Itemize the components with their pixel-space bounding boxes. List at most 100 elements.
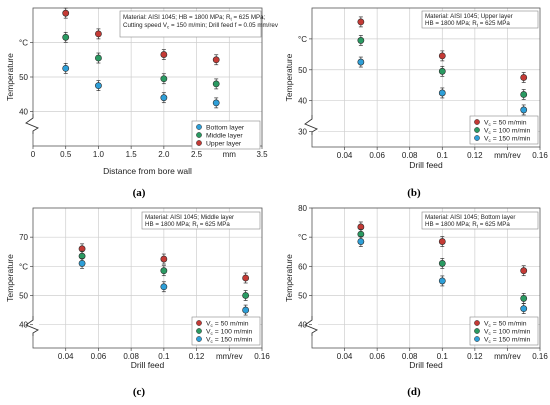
legend-marker [474, 320, 480, 326]
legend-label: Vc = 50 m/min [206, 321, 249, 328]
y-tick-label: °C [19, 39, 28, 48]
axis-break-mark [304, 115, 318, 135]
data-point [78, 260, 86, 267]
legend-marker [196, 328, 202, 334]
x-tick-label: 0.16 [254, 352, 270, 361]
chart-panel-d: 40 50 60 °C 80 0.04 0.06 0.08 0.1 0.12 mm/rev 0.16 D… [284, 204, 548, 398]
data-point [357, 37, 365, 44]
chart-panel-a: 40 50 °C 0 0.5 1.0 1.5 2.0 2.5 mm 3.5 Distance from… [5, 7, 279, 199]
legend-marker [196, 124, 202, 130]
annotation-box [421, 211, 539, 230]
y-tick-label: 70 [19, 233, 28, 242]
annotation-line: HB = 1800 MPa; Rt = 625 MPa [425, 20, 510, 28]
data-point [160, 51, 168, 58]
x-tick-label: 0.08 [123, 352, 139, 361]
data-point [62, 64, 70, 72]
legend-label: Vc = 150 m/min [206, 337, 253, 344]
y-tick-label: 40 [298, 97, 307, 106]
annotation-box [421, 10, 539, 29]
data-point [438, 89, 446, 97]
x-tick-label: 0.12 [189, 352, 205, 361]
legend-label: Vc = 50 m/min [484, 120, 527, 127]
data-point [438, 67, 446, 75]
panel-label: (d) [407, 386, 421, 398]
x-tick-label: 0.04 [337, 151, 353, 160]
axis-break-mark [25, 316, 39, 336]
x-axis-title: Drill feed [409, 360, 443, 370]
data-point [95, 30, 102, 38]
legend-box [469, 115, 539, 145]
data-point [520, 295, 528, 302]
data-point [242, 292, 250, 299]
x-tick-label: 0.04 [337, 352, 353, 361]
data-point [95, 54, 102, 62]
data-point [62, 33, 70, 41]
x-tick-label: 2.0 [158, 150, 170, 159]
x-tick-label: 0.12 [467, 151, 483, 160]
x-tick-label: mm [223, 150, 237, 159]
x-axis-title: Drill feed [409, 160, 443, 170]
x-tick-label: 1.0 [93, 150, 105, 159]
data-point [212, 99, 220, 107]
annotation-line: Cutting speed Vc = 150 m/min; Drill feed… [123, 22, 279, 30]
x-tick-label: 3.5 [256, 150, 268, 159]
legend-label: Middle layer [206, 133, 243, 140]
annotation-box [119, 10, 262, 38]
panel-label: (b) [407, 187, 421, 199]
y-tick-label: °C [19, 262, 28, 271]
x-tick-label: 0.12 [467, 352, 483, 361]
data-point [438, 52, 446, 60]
legend-marker [196, 336, 202, 342]
x-tick-label: 1.5 [126, 150, 138, 159]
y-axis-title: Temperature [5, 53, 15, 101]
legend-label: Vc = 150 m/min [484, 136, 531, 143]
y-axis-title: Temperature [284, 53, 294, 101]
legend-box [469, 316, 539, 346]
x-tick-label: 0.08 [402, 352, 418, 361]
axis-break-mark [25, 114, 39, 134]
annotation-box [141, 211, 261, 230]
legend-box [191, 316, 261, 346]
y-axis-title: Temperature [284, 254, 294, 302]
y-tick-label: 80 [298, 204, 307, 213]
legend-marker [196, 320, 202, 326]
y-tick-label: 50 [19, 292, 28, 301]
legend-label: Vc = 100 m/min [484, 329, 531, 336]
legend-box [191, 120, 261, 150]
x-tick-label: 0.1 [437, 352, 449, 361]
annotation-line: Material: AISI 1045; Bottom layer [425, 214, 515, 221]
data-point [357, 238, 365, 245]
legend-marker [474, 135, 480, 141]
y-tick-label: 50 [298, 66, 307, 75]
legend-marker [196, 132, 202, 138]
y-tick-label: 40 [298, 321, 307, 330]
data-point [212, 80, 220, 88]
x-tick-label: mm/rev [494, 151, 521, 160]
x-tick-label: 0.04 [58, 352, 74, 361]
legend-marker [474, 328, 480, 334]
legend-label: Vc = 150 m/min [484, 337, 531, 344]
legend-label: Vc = 100 m/min [206, 329, 253, 336]
y-tick-label: °C [298, 233, 307, 242]
data-point [242, 306, 250, 314]
y-tick-label: 60 [298, 262, 307, 271]
data-point [357, 58, 365, 66]
annotation-line: Material: AISI 1045; Upper layer [425, 13, 513, 20]
x-tick-label: 0.06 [369, 151, 385, 160]
plot-frame [311, 207, 541, 349]
data-point [520, 305, 528, 313]
x-tick-label: 0 [31, 150, 36, 159]
x-tick-label: 0.16 [532, 151, 548, 160]
data-point [160, 283, 168, 291]
data-point [520, 106, 528, 114]
data-point [357, 18, 365, 26]
data-point [160, 94, 168, 102]
x-axis-title: Distance from bore wall [103, 166, 192, 176]
data-point [438, 260, 446, 267]
annotation-line: HB = 1800 MPa; Rt = 625 MPa [425, 221, 510, 229]
x-tick-label: 2.5 [191, 150, 203, 159]
axis-break-mark [304, 316, 318, 336]
data-point [95, 82, 102, 90]
axis-break-mask [25, 114, 39, 134]
data-point [242, 274, 250, 282]
